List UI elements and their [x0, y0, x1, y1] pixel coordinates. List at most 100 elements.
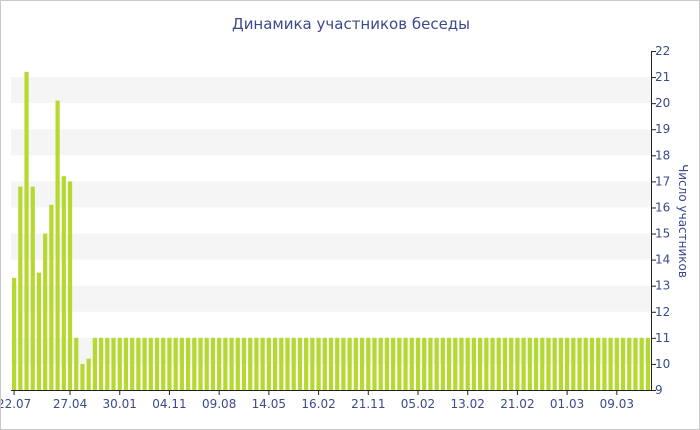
bar — [397, 337, 402, 390]
bar — [403, 337, 408, 390]
bar — [378, 337, 383, 390]
x-tick-labels: 22.07 27.04 30.01 04.11 09.08 14.05 16.02 21.11… — [1, 390, 634, 411]
y-tick-label: 10 — [655, 357, 670, 371]
bar — [130, 337, 135, 390]
bar — [322, 337, 327, 390]
bar — [341, 337, 346, 390]
bar — [123, 337, 129, 390]
bar — [645, 337, 650, 390]
bar — [335, 337, 340, 390]
bar — [490, 337, 495, 390]
bar — [136, 337, 141, 390]
bar — [465, 337, 470, 390]
bar — [217, 337, 222, 390]
bar — [18, 186, 23, 390]
y-axis-label: Число участников — [676, 164, 690, 278]
x-tick-label: 16.02 — [301, 397, 335, 411]
bar — [515, 337, 520, 390]
bar — [409, 337, 414, 390]
bar — [366, 337, 371, 390]
y-tick-label: 13 — [655, 279, 670, 293]
bar — [571, 337, 576, 390]
bar — [248, 337, 253, 390]
bar — [633, 337, 638, 390]
bar — [179, 337, 184, 390]
bar — [198, 337, 203, 390]
y-tick-label: 21 — [655, 70, 670, 84]
bar — [384, 337, 390, 390]
bar — [285, 337, 290, 390]
bar — [521, 337, 526, 390]
bar — [415, 337, 421, 390]
bar — [577, 337, 582, 390]
chart-title: Динамика участников беседы — [232, 15, 470, 33]
grid-bands — [11, 77, 651, 364]
bar — [453, 337, 458, 390]
x-tick-label: 04.11 — [152, 397, 186, 411]
bar — [316, 337, 321, 390]
bar — [608, 337, 613, 390]
bar — [565, 337, 570, 390]
bar — [105, 337, 110, 390]
bar — [509, 337, 514, 390]
bar — [620, 337, 626, 390]
bar — [254, 337, 259, 390]
bar — [86, 358, 91, 390]
x-tick-label: 14.05 — [252, 397, 286, 411]
y-tick-label: 17 — [655, 174, 670, 188]
y-tick-labels: 9 10 11 12 13 14 15 16 17 18 19 20 21 22 — [651, 44, 670, 397]
bar — [422, 337, 427, 390]
bar — [627, 337, 632, 390]
bar — [478, 337, 483, 390]
bar — [310, 337, 315, 390]
x-tick-label: 05.02 — [401, 397, 435, 411]
bar — [148, 337, 153, 390]
bar — [142, 337, 147, 390]
bar — [55, 100, 60, 391]
bar — [347, 337, 352, 390]
bar — [328, 337, 334, 390]
bar — [111, 337, 116, 390]
y-tick-label: 22 — [655, 44, 670, 58]
bar — [117, 337, 122, 390]
bar — [74, 337, 79, 390]
x-tick-label: 21.11 — [351, 397, 385, 411]
grid-band — [11, 77, 651, 104]
bar — [185, 337, 191, 390]
y-tick-label: 16 — [655, 200, 670, 214]
bar — [359, 337, 365, 390]
grid-band — [11, 233, 651, 260]
bar — [440, 337, 445, 390]
bar — [446, 337, 452, 390]
bar — [192, 337, 197, 390]
bar — [24, 71, 29, 391]
bar — [502, 337, 508, 390]
bar — [459, 337, 464, 390]
bar — [210, 337, 216, 390]
bar — [546, 337, 551, 390]
x-tick-label: 30.01 — [103, 397, 137, 411]
bar — [602, 337, 607, 390]
bar — [173, 337, 178, 390]
bar — [241, 337, 247, 390]
bar — [614, 337, 619, 390]
bar — [639, 337, 644, 390]
bar — [61, 176, 66, 390]
bar — [527, 337, 532, 390]
x-tick-label: 21.02 — [500, 397, 534, 411]
bar — [204, 337, 209, 390]
x-tick-label: 01.03 — [550, 397, 584, 411]
bar — [589, 337, 595, 390]
y-tick-label: 9 — [655, 383, 663, 397]
bar — [533, 337, 539, 390]
y-tick-label: 19 — [655, 122, 670, 136]
y-tick-label: 12 — [655, 305, 670, 319]
bar — [49, 204, 54, 390]
bar — [540, 337, 545, 390]
bar — [471, 337, 477, 390]
bar — [558, 337, 564, 390]
bar — [167, 337, 172, 390]
bar — [596, 337, 601, 390]
